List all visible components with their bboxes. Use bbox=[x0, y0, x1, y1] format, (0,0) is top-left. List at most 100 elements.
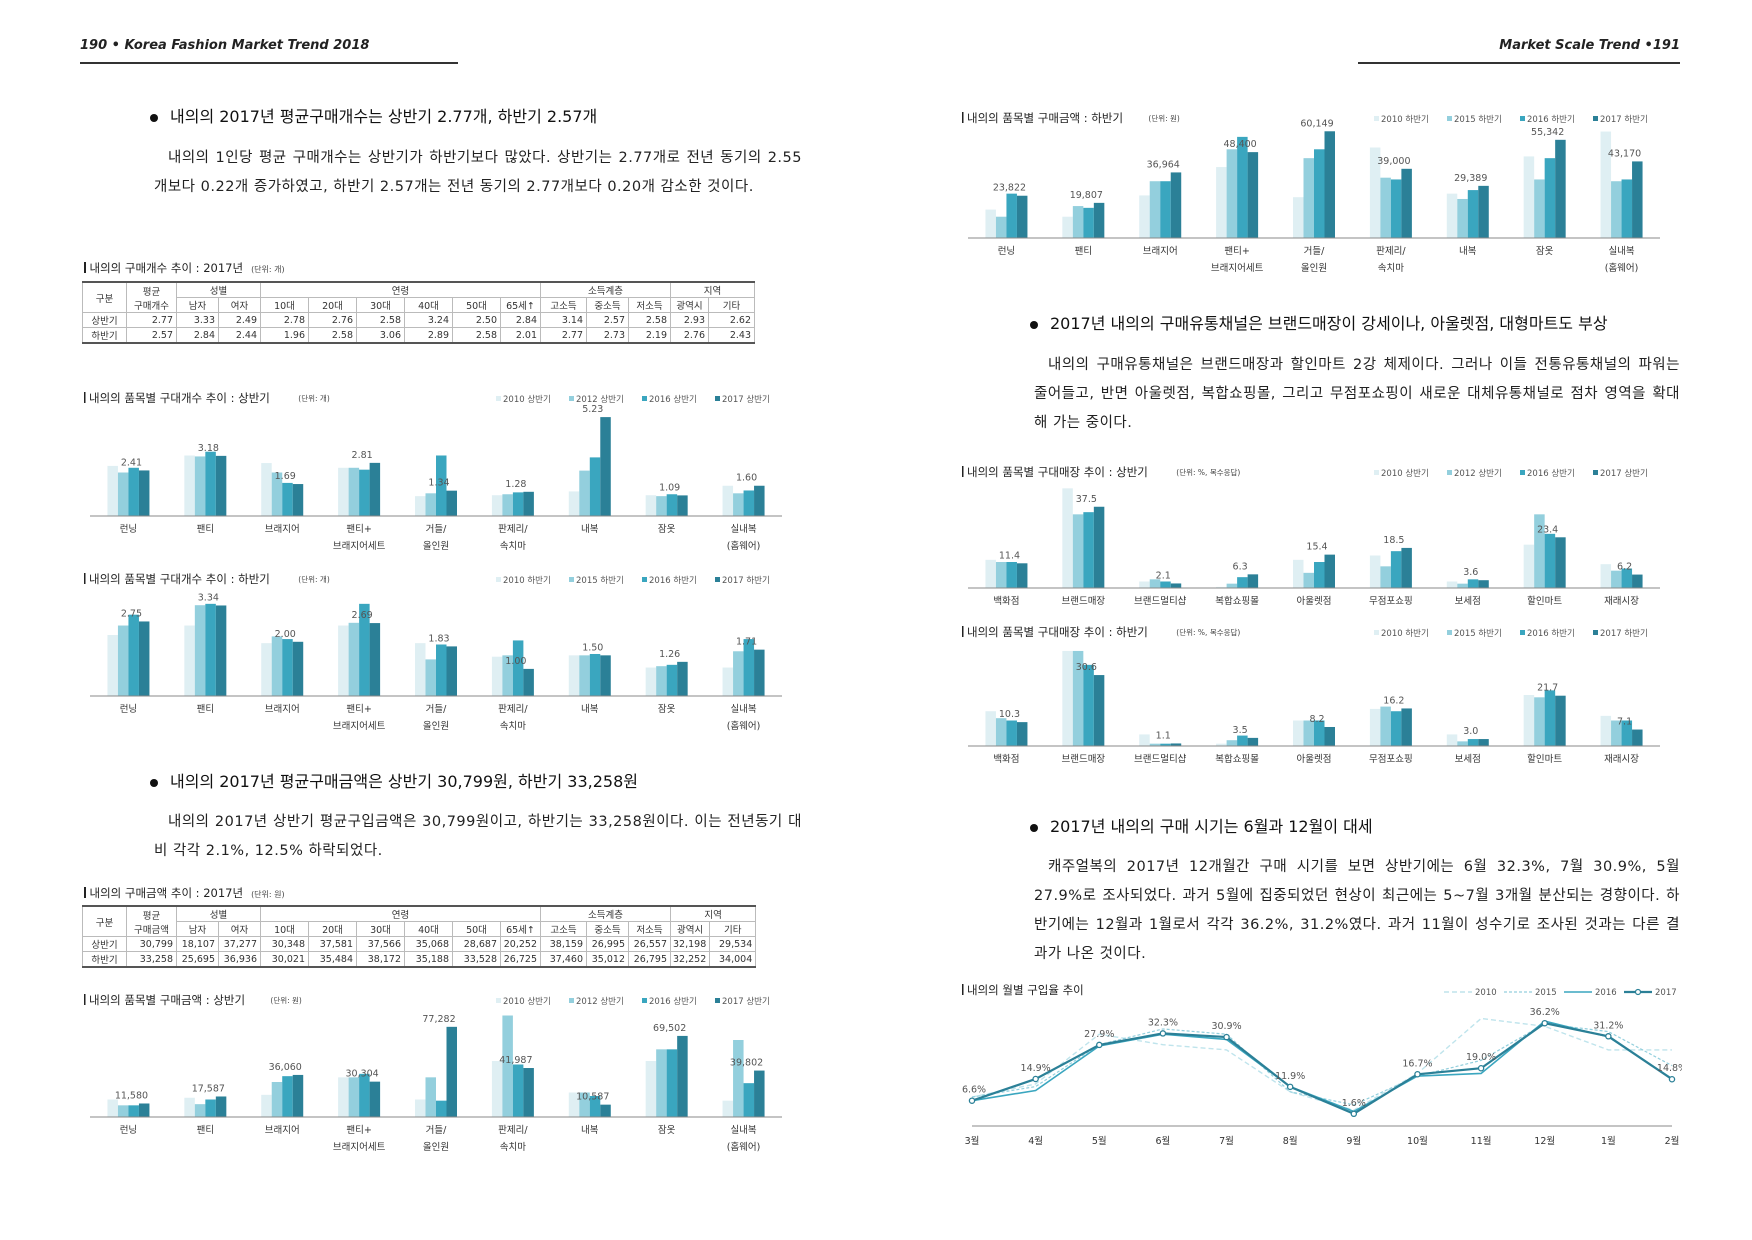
legend-label: 2015 하반기 bbox=[576, 575, 624, 586]
bar-7-s3 bbox=[589, 457, 601, 516]
category-label: 잠옷 bbox=[658, 524, 676, 535]
category-label: 올인원 bbox=[423, 721, 449, 732]
bar-9-s4 bbox=[1632, 574, 1643, 588]
value-cell: 26,995 bbox=[586, 936, 629, 952]
header-cell: 구분 bbox=[82, 281, 127, 313]
value-cell: 32,252 bbox=[669, 951, 711, 968]
value-cell: 2.84 bbox=[176, 327, 219, 344]
category-label: 팬티+ bbox=[346, 524, 371, 535]
point-marker bbox=[1032, 1075, 1039, 1083]
bar-6-s2 bbox=[1380, 706, 1391, 746]
bar-9-s1 bbox=[722, 485, 734, 516]
category-label: (홈웨어) bbox=[727, 540, 761, 552]
bar-7-s1 bbox=[568, 491, 580, 516]
bar-4-s2 bbox=[1226, 583, 1238, 588]
title-marker bbox=[84, 573, 86, 584]
bar-3-s1 bbox=[1139, 581, 1150, 588]
legend-label: 2010 하반기 bbox=[1381, 628, 1429, 639]
title-marker bbox=[962, 466, 964, 477]
left-header-rule bbox=[80, 62, 458, 64]
legend-label: 2010 bbox=[1475, 988, 1497, 998]
category-label: 브래지어 bbox=[265, 1125, 300, 1136]
bar-9-s1 bbox=[722, 1100, 734, 1117]
bar-6-s2 bbox=[502, 1015, 513, 1117]
value-cell: 29,534 bbox=[709, 936, 757, 952]
sub-header-cell: 광역시 bbox=[670, 297, 709, 313]
sub-header-cell: 10대 bbox=[260, 297, 309, 313]
legend-label: 2016 상반기 bbox=[1527, 468, 1575, 479]
bar-6-s3 bbox=[1390, 711, 1402, 746]
bar-2-s3 bbox=[205, 451, 216, 516]
bar-2-s2 bbox=[1072, 650, 1084, 746]
paragraph-qty: 내의의 1인당 평균 구매개수는 상반기가 하반기보다 많았다. 상반기는 2.… bbox=[154, 150, 802, 195]
value-cell: 2.43 bbox=[708, 327, 755, 344]
row-label-cell: 상반기 bbox=[82, 312, 127, 328]
bar-9-s2 bbox=[733, 1040, 744, 1117]
data-label: 10.3 bbox=[999, 709, 1020, 720]
bar-8-s4 bbox=[1555, 695, 1566, 746]
bar-6-s4 bbox=[523, 668, 534, 696]
title-marker bbox=[84, 994, 86, 1005]
bar-2-s4 bbox=[1093, 506, 1105, 588]
category-label: 내복 bbox=[581, 704, 599, 715]
legend-label: 2010 하반기 bbox=[1381, 114, 1429, 125]
bar-2-s2 bbox=[1072, 206, 1084, 238]
chart-title: 내의의 품목별 구대개수 추이 : 하반기 bbox=[89, 572, 270, 586]
chart-unit: (단위: %, 복수응답) bbox=[1176, 627, 1240, 637]
sub-header-cell: 고소득 bbox=[540, 921, 587, 937]
bar-8-s2 bbox=[1534, 179, 1545, 238]
legend-swatch bbox=[1447, 116, 1452, 121]
bar-8-s2 bbox=[656, 496, 667, 516]
bar-3-s4 bbox=[1170, 583, 1182, 588]
bar-7-s1 bbox=[1446, 581, 1458, 588]
bar-3-s3 bbox=[282, 482, 293, 516]
value-cell: 1.96 bbox=[260, 327, 309, 344]
value-cell: 2.58 bbox=[628, 312, 671, 328]
point-marker bbox=[1477, 1064, 1485, 1072]
bar-9-s2 bbox=[733, 651, 744, 696]
value-cell: 2.57 bbox=[586, 312, 629, 328]
group-header-cell: 연령 bbox=[260, 905, 541, 922]
sub-header-cell: 20대 bbox=[308, 297, 357, 313]
bar-9-s4 bbox=[754, 1070, 765, 1117]
section-heading-qty: 내의의 2017년 평균구매개수는 상반기 2.77개, 하반기 2.57개 bbox=[150, 103, 597, 127]
category-label: (홈웨어) bbox=[727, 1141, 761, 1153]
value-cell: 26,795 bbox=[628, 951, 671, 968]
data-label: 11.4 bbox=[999, 550, 1020, 561]
bar-1-s4 bbox=[1016, 563, 1028, 588]
bar-8-s3 bbox=[666, 1049, 678, 1117]
chart-amount-h1: 내의의 품목별 구매금액 : 상반기 (단위: 원) 2010 상반기 2012 상반… bbox=[84, 992, 786, 1161]
data-label: 2.00 bbox=[275, 629, 296, 640]
data-table: 구분 평균 구매개수 성별 연령 소득계층 지역 남자 여자 10대 20대 30대 40대 50대 65세… bbox=[82, 281, 755, 344]
bar-1-s2 bbox=[995, 562, 1007, 588]
data-label: 1.60 bbox=[736, 473, 757, 484]
bar-7-s2 bbox=[579, 1092, 590, 1117]
legend-swatch bbox=[569, 396, 574, 401]
x-tick-label: 2월 bbox=[1665, 1135, 1680, 1147]
bar-9-s1 bbox=[1600, 715, 1612, 746]
point-marker bbox=[968, 1097, 976, 1104]
bar-8-s3 bbox=[666, 494, 678, 516]
sub-header-cell: 40대 bbox=[404, 921, 453, 937]
category-label: 브래지어세트 bbox=[333, 1142, 386, 1153]
bullet-icon bbox=[1030, 320, 1038, 329]
category-label: 내복 bbox=[1459, 246, 1477, 257]
point-marker bbox=[1668, 1075, 1676, 1083]
bar-7-s4 bbox=[600, 655, 611, 696]
bar-1-s1 bbox=[985, 559, 996, 588]
bar-9-s4 bbox=[1632, 729, 1643, 746]
bar-4-s3 bbox=[1237, 735, 1248, 746]
bar-1-s1 bbox=[107, 635, 118, 696]
title-marker bbox=[962, 112, 964, 123]
legend-label: 2016 하반기 bbox=[1527, 628, 1575, 639]
data-label: 14.8% bbox=[1657, 1063, 1682, 1074]
category-label: 올인원 bbox=[1301, 263, 1327, 274]
point-marker bbox=[1223, 1033, 1230, 1041]
legend-label: 2015 하반기 bbox=[1454, 628, 1502, 639]
header-cell: 구분 bbox=[82, 905, 127, 937]
category-label: 런닝 bbox=[120, 704, 137, 715]
category-label: 내복 bbox=[581, 524, 599, 535]
bar-8-s1 bbox=[645, 1061, 657, 1117]
value-cell: 2.58 bbox=[356, 312, 405, 328]
bar-3-s2 bbox=[1149, 743, 1161, 746]
